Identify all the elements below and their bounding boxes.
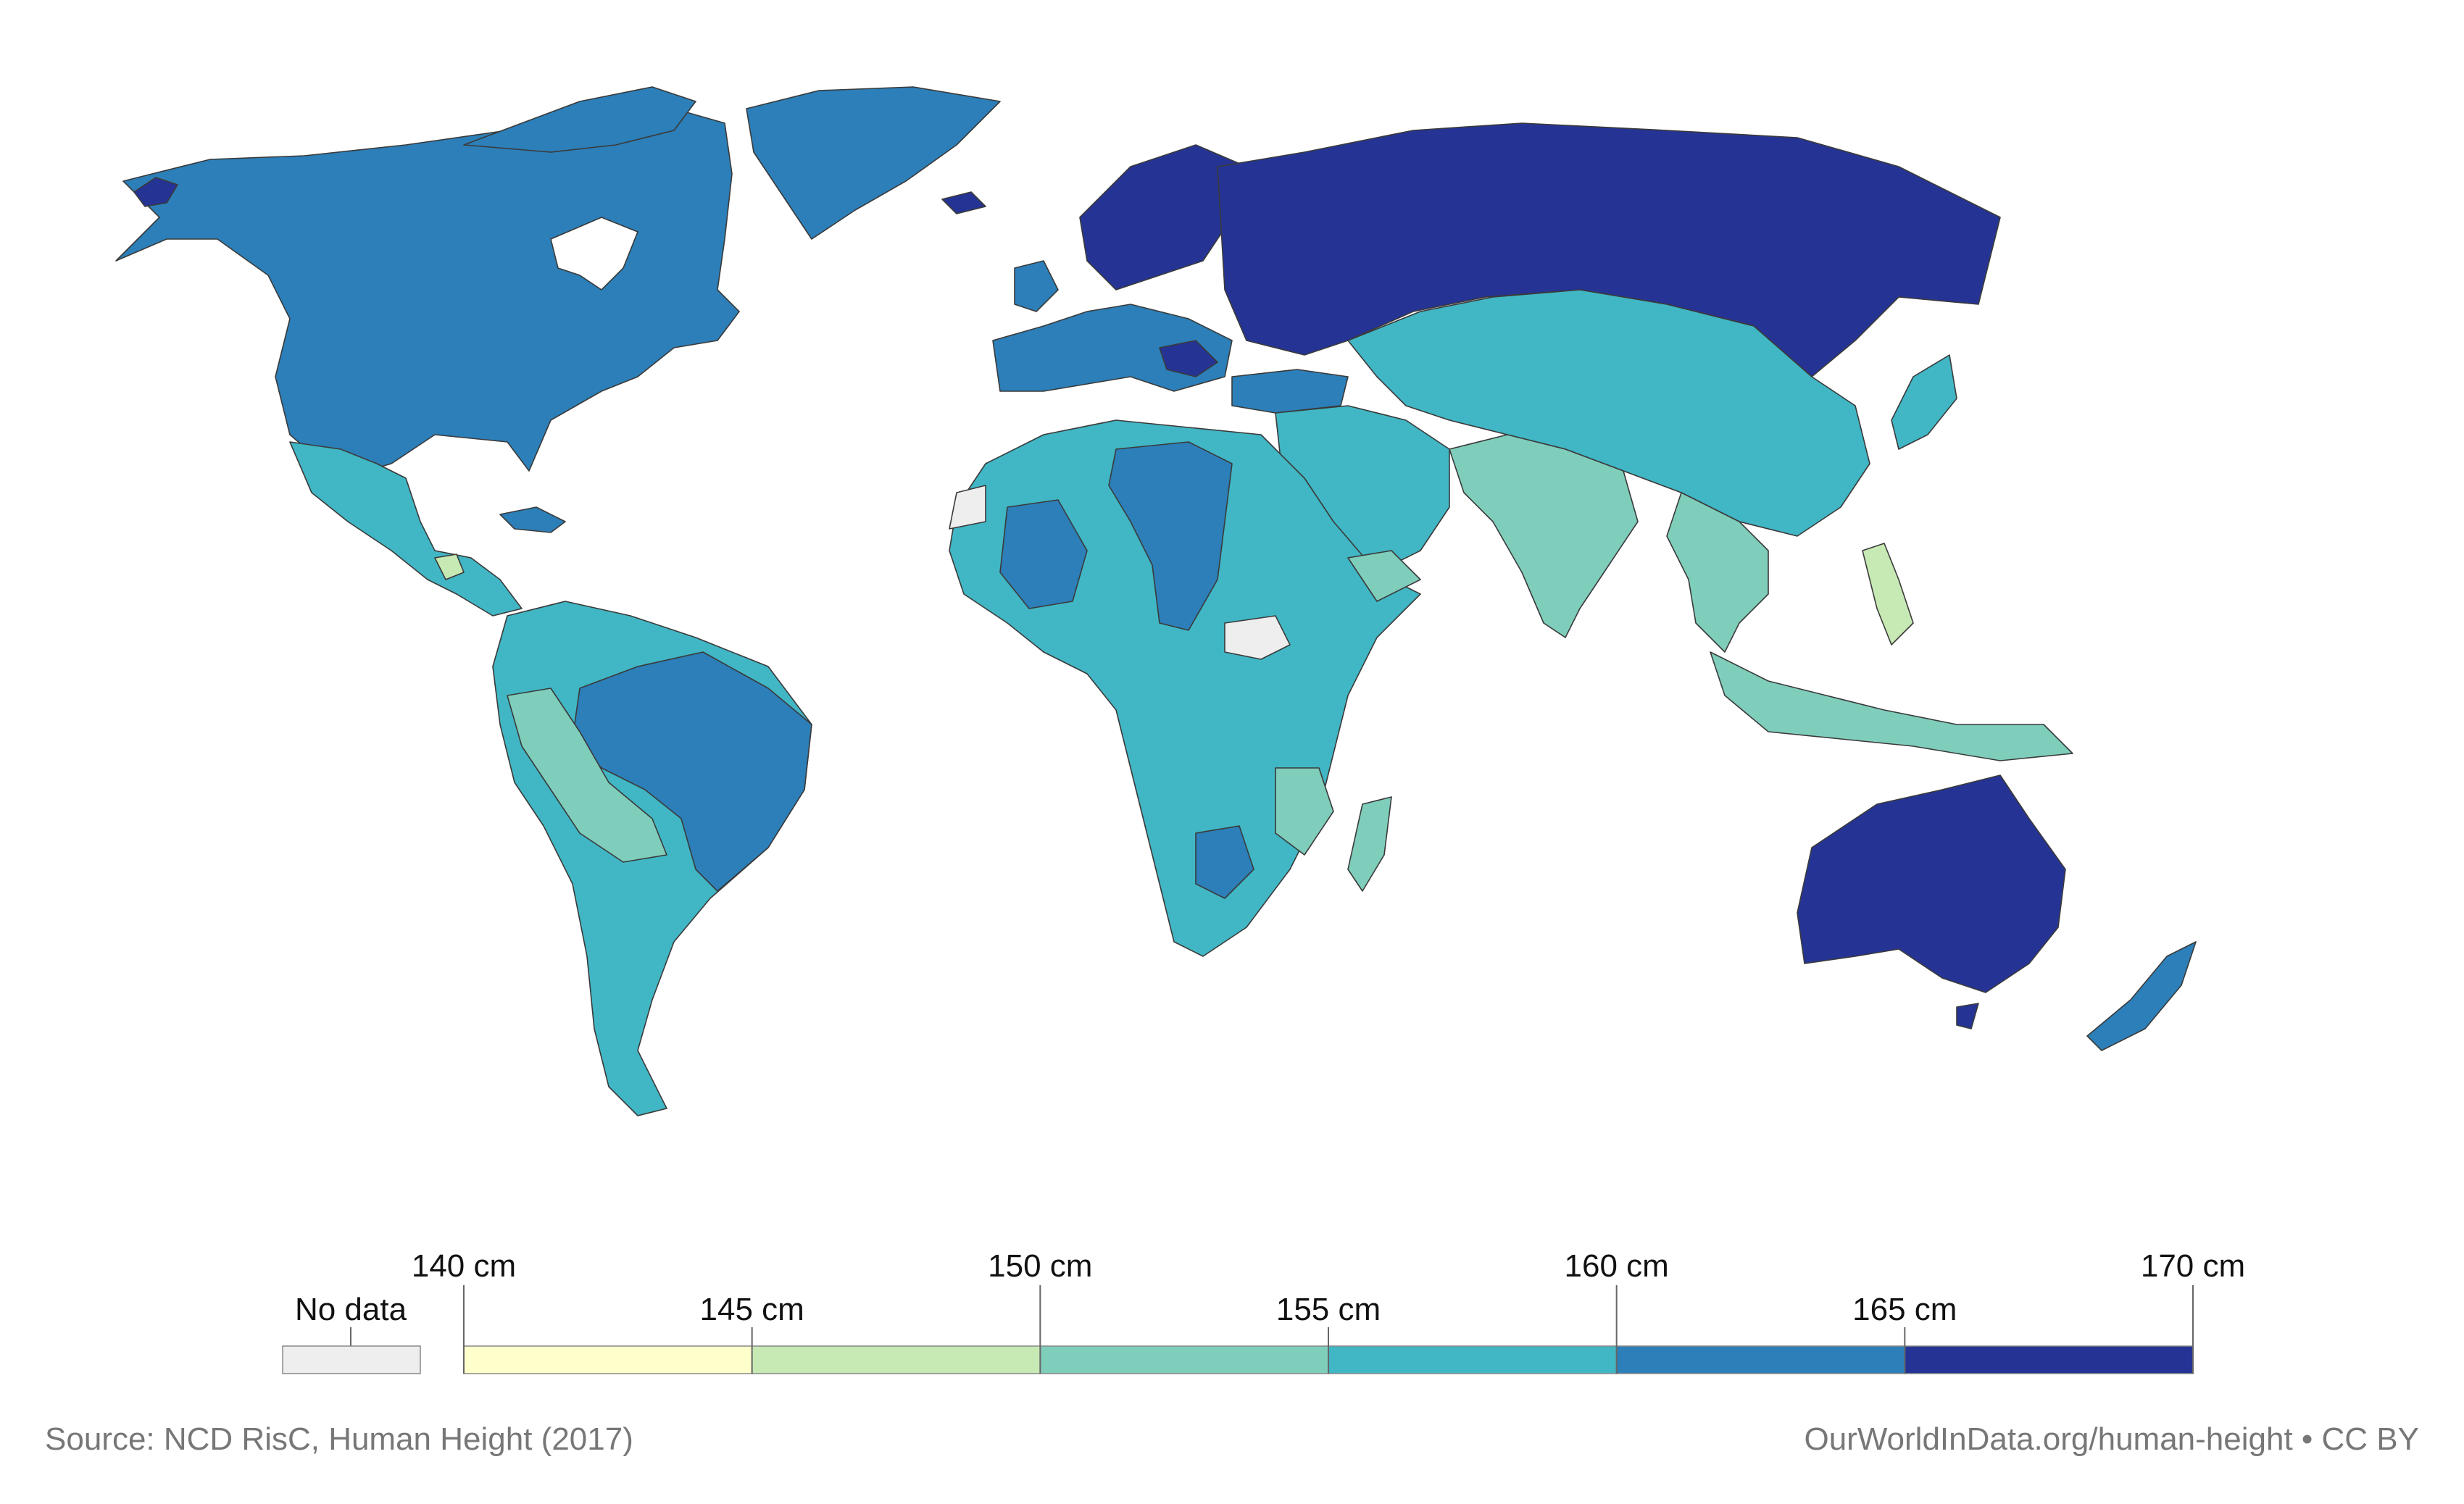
region-andes[interactable] <box>507 688 667 863</box>
region-british-isles[interactable] <box>1014 260 1059 312</box>
region-south-asia[interactable] <box>1449 434 1639 638</box>
region-horn-of-africa[interactable] <box>1347 550 1421 602</box>
region-russia[interactable] <box>1217 122 2001 377</box>
source-note: Source: NCD RisC, Human Height (2017) <box>45 1421 633 1457</box>
no-data-label: No data <box>295 1292 407 1327</box>
region-brazil[interactable] <box>572 651 812 892</box>
legend-bin-4 <box>1615 1345 1906 1374</box>
no-data-key: No data <box>282 1292 421 1374</box>
legend-color-bins <box>463 1345 2194 1374</box>
legend-ticks: 140 cm 150 cm 160 cm 170 cm 145 cm 155 cm 165 … <box>412 1248 2245 1374</box>
region-australia[interactable] <box>1797 774 2066 993</box>
tick-label-lower-0: 145 cm <box>700 1292 804 1327</box>
region-libya-chad-mali[interactable] <box>1108 441 1233 631</box>
region-turkey[interactable] <box>1231 369 1349 414</box>
region-guatemala[interactable] <box>434 553 465 580</box>
region-south-sudan[interactable] <box>1224 615 1291 660</box>
region-iceland[interactable] <box>941 191 986 214</box>
world-map <box>115 86 2197 1116</box>
region-east-africa[interactable] <box>1275 767 1334 856</box>
region-philippines[interactable] <box>1862 543 1914 646</box>
tick-label-upper-1: 150 cm <box>988 1248 1092 1284</box>
region-tasmania[interactable] <box>1956 1003 1979 1029</box>
hudson-bay <box>550 217 639 291</box>
region-southern-africa-botswana[interactable] <box>1195 825 1254 899</box>
tick-label-lower-1: 155 cm <box>1276 1292 1381 1327</box>
region-canadian-archipelago[interactable] <box>463 86 696 153</box>
tick-label-upper-0: 140 cm <box>412 1248 516 1284</box>
region-balkans[interactable] <box>1159 340 1218 377</box>
region-japan-korea[interactable] <box>1891 354 1957 450</box>
region-northern-europe[interactable] <box>1079 144 1247 291</box>
no-data-swatch <box>282 1345 421 1374</box>
region-indonesia[interactable] <box>1710 651 2073 761</box>
legend-bin-2 <box>1039 1345 1329 1374</box>
legend-bin-3 <box>1328 1345 1618 1374</box>
region-south-east-asia[interactable] <box>1666 492 1769 653</box>
tick-label-upper-3: 170 cm <box>2141 1248 2245 1284</box>
region-mexico-central-america[interactable] <box>289 441 523 617</box>
map-legend: No data 140 cm 150 cm 160 cm 170 cm 145 cm 15… <box>282 1248 2245 1374</box>
region-north-america[interactable] <box>115 108 740 479</box>
tick-label-upper-2: 160 cm <box>1565 1248 1669 1284</box>
legend-bin-0 <box>463 1345 753 1374</box>
region-new-zealand[interactable] <box>2086 941 2197 1051</box>
region-western-sahara[interactable] <box>949 485 986 530</box>
credit-link[interactable]: OurWorldInData.org/human-height • CC BY <box>1804 1421 2419 1457</box>
region-central-asia-china[interactable] <box>1347 289 1870 537</box>
tick-label-lower-2: 165 cm <box>1852 1292 1957 1327</box>
region-madagascar[interactable] <box>1347 796 1392 892</box>
legend-bin-5 <box>1904 1345 2194 1374</box>
region-caribbean[interactable] <box>499 506 566 533</box>
legend-bin-1 <box>751 1345 1041 1374</box>
region-mali[interactable] <box>999 499 1088 609</box>
region-greenland[interactable] <box>746 86 1001 240</box>
region-alaska-islands[interactable] <box>133 177 178 207</box>
